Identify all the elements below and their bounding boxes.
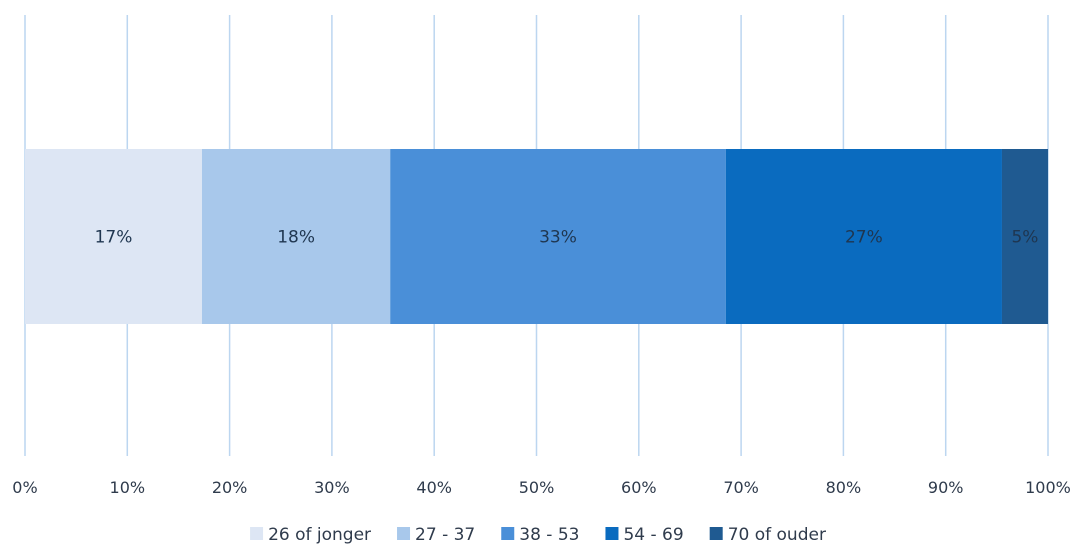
data-label: 17% — [95, 228, 133, 248]
legend-item: 27 - 37 — [397, 525, 475, 544]
x-tick-label: 60% — [621, 478, 657, 497]
data-labels: 17% 18% 33% 27% 5% — [95, 228, 1039, 248]
bar-segments — [25, 149, 1048, 324]
x-tick-label: 30% — [314, 478, 350, 497]
legend-label: 26 of jonger — [268, 525, 371, 544]
data-label: 5% — [1011, 228, 1038, 248]
legend-swatch — [605, 527, 619, 540]
x-axis-tick-labels: 0% 10% 20% 30% 40% 50% 60% 70% 80% 90% 100% — [12, 478, 1071, 497]
legend-item: 38 - 53 — [501, 525, 579, 544]
x-tick-label: 90% — [928, 478, 964, 497]
legend-label: 54 - 69 — [623, 525, 683, 544]
legend: 26 of jonger 27 - 37 38 - 53 54 - 69 70 of o… — [250, 525, 826, 544]
legend-item: 26 of jonger — [250, 525, 371, 544]
bar-segment — [25, 149, 202, 324]
bar-segment — [390, 149, 726, 324]
bar-segment — [201, 149, 391, 324]
x-tick-label: 40% — [416, 478, 452, 497]
legend-label: 70 of ouder — [728, 525, 826, 544]
legend-item: 54 - 69 — [605, 525, 684, 544]
legend-label: 27 - 37 — [415, 525, 475, 544]
bar-segment — [725, 149, 1002, 324]
legend-swatch — [397, 527, 411, 540]
x-tick-label: 10% — [110, 478, 146, 497]
legend-item: 70 of ouder — [709, 525, 826, 544]
x-tick-label: 50% — [519, 478, 555, 497]
x-tick-label: 80% — [826, 478, 862, 497]
x-tick-label: 20% — [212, 478, 248, 497]
x-tick-label: 0% — [12, 478, 37, 497]
x-tick-label: 100% — [1025, 478, 1071, 497]
bar-segment — [1001, 149, 1048, 324]
legend-swatch — [501, 527, 515, 540]
legend-swatch — [250, 527, 264, 540]
data-label: 33% — [539, 228, 577, 248]
data-label: 18% — [277, 228, 315, 248]
legend-swatch — [709, 527, 723, 540]
x-tick-label: 70% — [723, 478, 759, 497]
legend-label: 38 - 53 — [519, 525, 579, 544]
data-label: 27% — [845, 228, 883, 248]
